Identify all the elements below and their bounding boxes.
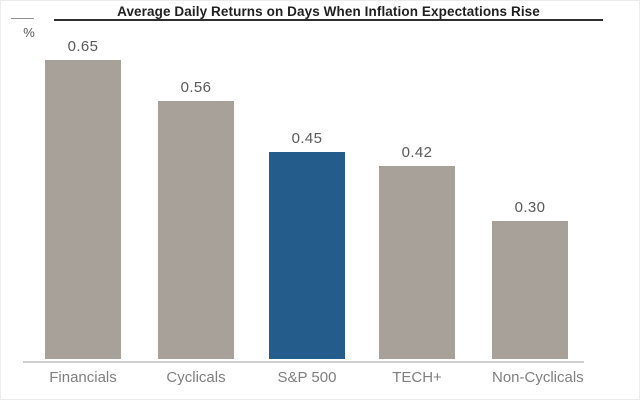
x-axis-line [23,361,584,363]
bar-tech- [379,166,455,359]
x-axis-label: S&P 500 [277,369,337,386]
bar-value-label: 0.56 [180,79,212,96]
bar-s-p-500 [269,152,345,359]
title-underline [54,19,603,21]
x-axis-label: Non-Cyclicals [492,369,584,386]
bar-financials [45,60,121,359]
bar-group: 0.30 Non-Cyclicals [492,199,584,386]
x-axis-label: TECH+ [392,369,442,386]
y-axis-unit-tick [11,18,34,19]
chart-title: Average Daily Returns on Days When Infla… [117,4,540,19]
bar-group: 0.42 TECH+ [379,144,455,386]
bar-non-cyclicals [492,221,568,359]
y-axis-unit-label: % [23,25,35,40]
x-axis-label: Cyclicals [166,369,226,386]
bar-cyclicals [158,101,234,359]
bar-value-label: 0.30 [514,199,546,216]
x-axis-label: Financials [49,369,117,386]
bar-value-label: 0.65 [67,38,99,55]
bar-group: 0.65 Financials [45,38,121,386]
bar-value-label: 0.42 [401,144,433,161]
bar-group: 0.45 S&P 500 [269,130,345,386]
bar-group: 0.56 Cyclicals [158,79,234,386]
bar-value-label: 0.45 [291,130,323,147]
